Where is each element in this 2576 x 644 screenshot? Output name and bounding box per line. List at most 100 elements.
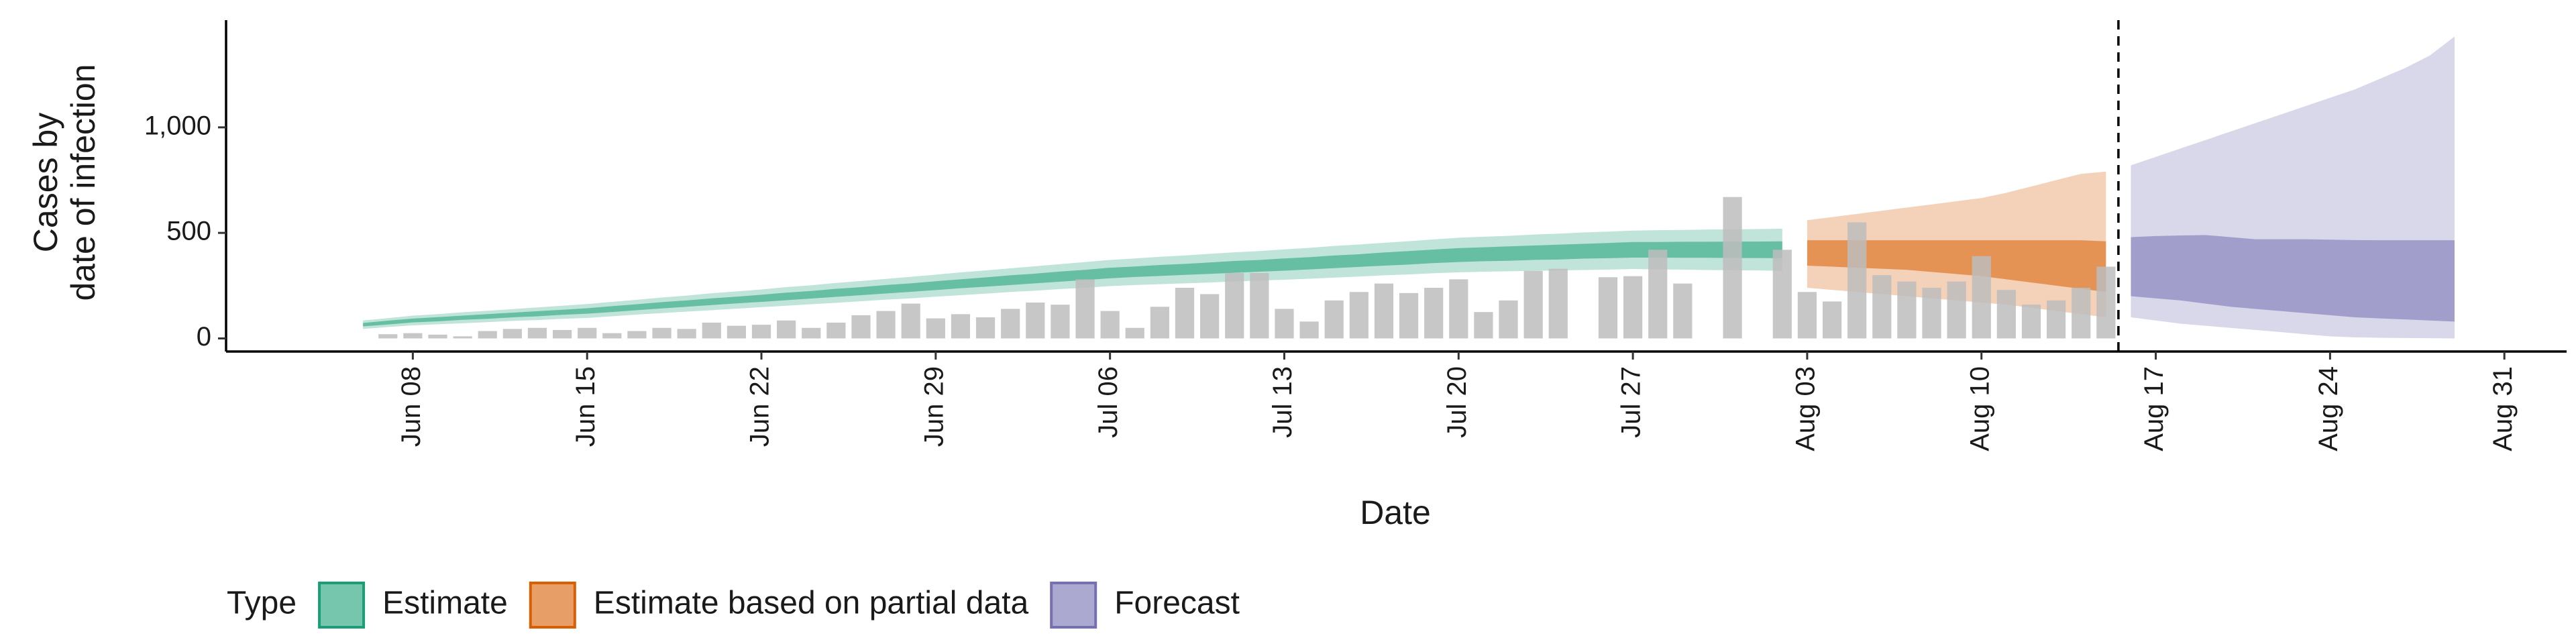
bar (578, 327, 597, 339)
bar (1449, 279, 1468, 339)
bar (1324, 300, 1344, 339)
bar (1051, 305, 1070, 339)
bar (1548, 268, 1568, 339)
x-tick-label: Jun 29 (919, 366, 949, 447)
legend-key (529, 582, 576, 629)
x-tick-label: Aug 31 (2488, 366, 2518, 451)
bar (702, 322, 721, 339)
bar (1523, 270, 1543, 339)
y-tick-label: 1,000 (144, 111, 211, 140)
bar (1623, 276, 1643, 339)
x-tick-label: Jul 06 (1093, 366, 1123, 438)
bar (1723, 197, 1742, 339)
y-tick-label: 0 (197, 322, 211, 352)
bar (602, 333, 622, 339)
bar (1847, 222, 1867, 339)
bar (1673, 283, 1693, 339)
bar (1598, 277, 1618, 339)
bar (727, 325, 747, 339)
y-tick-label: 500 (166, 217, 211, 246)
bar (951, 314, 971, 339)
x-tick-label: Aug 10 (1965, 366, 1994, 451)
bar (1225, 272, 1244, 339)
bar (1001, 309, 1020, 339)
x-tick-label: Jun 22 (745, 366, 775, 447)
bar (453, 336, 472, 339)
bar (876, 311, 896, 339)
bar (1922, 287, 1941, 339)
bar (1947, 281, 1966, 339)
bar (1424, 287, 1444, 339)
bar (1374, 283, 1394, 339)
legend-label: Forecast (1114, 586, 1240, 621)
x-tick-label: Jul 20 (1442, 366, 1472, 438)
legend-label: Estimate (382, 586, 508, 621)
bar (378, 334, 398, 339)
bar (926, 318, 945, 339)
bar (826, 322, 846, 339)
y-axis-title: Cases by (27, 113, 64, 252)
bar (478, 331, 497, 339)
bar (502, 329, 522, 339)
bar (1026, 303, 1045, 339)
bar (1150, 307, 1169, 339)
bar (1822, 301, 1842, 339)
bar (1299, 321, 1319, 339)
bar (1872, 275, 1892, 339)
bar (1100, 311, 1120, 339)
bar (428, 334, 447, 339)
bar (2021, 305, 2041, 339)
axes: 0 500 1,000 Jun 08 Jun 15 Jun 22 Jun 29 Jul 06 J… (144, 20, 2567, 451)
ribbon-band (2131, 235, 2455, 322)
bar (1474, 312, 1493, 339)
x-tick-label: Jul 27 (1617, 366, 1646, 438)
x-tick-label: Aug 03 (1790, 366, 1820, 451)
bar (1275, 309, 1294, 339)
bar (1648, 250, 1668, 339)
legend-title: Type (227, 586, 297, 621)
x-tick-label: Jul 13 (1268, 366, 1297, 438)
bar (1972, 256, 1991, 339)
x-tick-label: Jun 08 (396, 366, 426, 447)
bar (1399, 292, 1419, 339)
bar (652, 327, 672, 339)
bar (2046, 300, 2066, 339)
bar (851, 315, 871, 339)
bar (975, 317, 996, 339)
x-tick-label: Jun 15 (571, 366, 600, 447)
bar (1772, 250, 1792, 339)
bar (1897, 281, 1917, 339)
bar (802, 327, 821, 339)
ribbon-band (1807, 240, 2106, 292)
bar (1125, 327, 1144, 339)
x-tick-label: Aug 24 (2314, 366, 2343, 451)
legend-key (318, 582, 366, 629)
bar (627, 331, 647, 339)
bar (1075, 279, 1095, 339)
bar (901, 303, 920, 339)
bar (527, 327, 547, 339)
bar (1797, 292, 1817, 339)
y-axis-title: date of infection (64, 64, 102, 301)
bar (1499, 300, 1518, 339)
bar (1349, 292, 1368, 339)
bar (2096, 266, 2116, 339)
bar (2072, 287, 2091, 339)
bar (1200, 294, 1220, 339)
bars (378, 197, 2116, 339)
x-tick-label: Aug 17 (2139, 366, 2169, 451)
bar (677, 329, 696, 339)
ribbon-band (363, 241, 1782, 327)
bar (1175, 287, 1195, 339)
bar (1250, 272, 1269, 339)
bar (403, 333, 423, 339)
bar (751, 325, 771, 339)
bar (1996, 290, 2016, 339)
bar (777, 320, 796, 339)
bar (552, 329, 572, 339)
legend-key (1050, 582, 1097, 629)
legend-label: Estimate based on partial data (594, 586, 1029, 621)
x-axis-title: Date (1360, 494, 1431, 531)
